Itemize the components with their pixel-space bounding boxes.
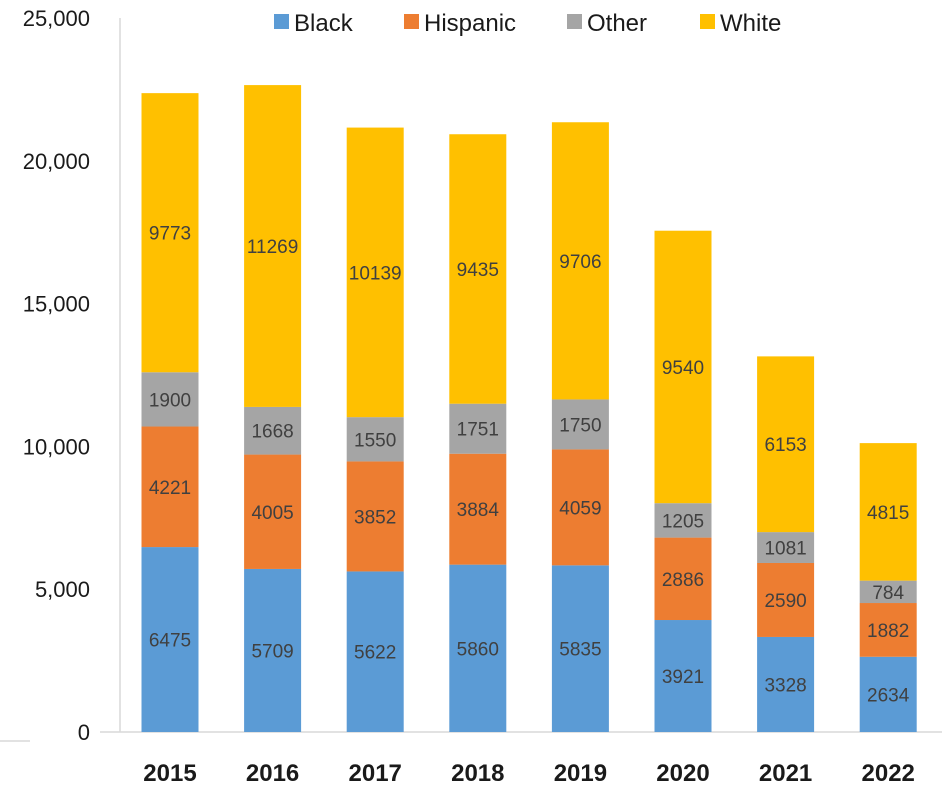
data-label-other-2019: 1750 [559,415,601,436]
y-tick-label: 15,000 [23,292,90,317]
bar-black-2022 [859,656,917,732]
x-tick-label: 2017 [349,760,402,787]
bar-white-2022 [859,443,917,581]
data-label-other-2022: 784 [872,583,904,604]
data-label-white-2021: 6153 [764,435,806,456]
data-label-other-2015: 1900 [149,390,191,411]
x-tick-label: 2022 [862,760,915,787]
data-label-other-2016: 1668 [251,422,293,443]
legend-swatch-white [700,14,715,29]
data-label-black-2022: 2634 [867,685,910,706]
data-label-other-2021: 1081 [764,539,806,560]
data-label-hispanic-2020: 2886 [662,570,704,591]
x-tick-label: 2021 [759,760,812,787]
bar-black-2019 [551,565,609,732]
data-label-hispanic-2021: 2590 [764,591,806,612]
bar-hispanic-2021 [757,562,815,637]
data-label-black-2019: 5835 [559,640,601,661]
bar-black-2016 [244,568,302,732]
legend: Black Hispanic Other White [274,10,781,37]
y-axis: 0 5,000 10,000 15,000 20,000 25,000 [23,6,121,745]
legend-swatch-other [567,14,582,29]
x-tick-label: 2020 [656,760,709,787]
bar-black-2017 [346,571,404,732]
data-label-white-2015: 9773 [149,224,191,245]
y-tick-label: 10,000 [23,434,90,459]
y-tick-label: 20,000 [23,149,90,174]
data-label-black-2015: 6475 [149,631,191,652]
data-label-black-2018: 5860 [457,639,499,660]
data-labels: 6475 4221 1900 9773 5709 4005 1668 11269 5622 385… [149,224,910,707]
bar-hispanic-2016 [244,454,302,569]
bar-black-2021 [757,636,815,732]
data-label-hispanic-2019: 4059 [559,498,601,519]
data-label-hispanic-2016: 4005 [251,503,293,524]
bar-other-2022 [859,580,917,604]
bar-hispanic-2020 [654,537,712,621]
x-axis: 2015 2016 2017 2018 2019 2020 2021 2022 [0,731,942,787]
bar-other-2020 [654,503,712,538]
bar-white-2015 [141,93,199,373]
data-label-black-2017: 5622 [354,643,396,664]
bar-other-2017 [346,417,404,462]
data-label-hispanic-2022: 1882 [867,621,909,642]
data-label-white-2019: 9706 [559,252,601,273]
bars [141,85,917,732]
bar-black-2020 [654,620,712,732]
y-tick-label: 5,000 [35,577,90,602]
data-label-hispanic-2015: 4221 [149,478,191,499]
data-label-white-2016: 11269 [247,237,298,258]
data-label-black-2016: 5709 [251,641,293,662]
data-label-other-2017: 1550 [354,430,396,451]
data-label-black-2020: 3921 [662,667,704,688]
bar-white-2021 [757,356,815,533]
bar-hispanic-2017 [346,461,404,572]
bar-hispanic-2019 [551,449,609,566]
data-label-white-2022: 4815 [867,503,909,524]
bar-black-2018 [449,564,507,732]
legend-label-black: Black [294,10,354,37]
legend-swatch-black [274,14,289,29]
data-label-hispanic-2017: 3852 [354,507,396,528]
legend-swatch-hispanic [404,14,419,29]
bar-white-2017 [346,127,404,418]
bar-white-2020 [654,230,712,504]
data-label-hispanic-2018: 3884 [457,500,500,521]
bar-white-2018 [449,134,507,404]
y-tick-label: 25,000 [23,6,90,31]
bar-other-2016 [244,406,302,455]
x-tick-label: 2016 [246,760,299,787]
x-tick-label: 2015 [143,760,196,787]
legend-label-white: White [720,10,781,37]
bar-black-2015 [141,547,199,732]
bar-other-2021 [757,532,815,563]
x-tick-label: 2019 [554,760,607,787]
data-label-black-2021: 3328 [764,675,806,696]
bar-white-2016 [244,85,302,407]
bar-white-2019 [551,122,609,400]
data-label-other-2018: 1751 [457,420,499,441]
bar-hispanic-2015 [141,426,199,548]
bar-other-2019 [551,399,609,450]
data-label-white-2018: 9435 [457,260,499,281]
legend-label-hispanic: Hispanic [424,10,516,37]
data-label-white-2020: 9540 [662,358,704,379]
bar-other-2018 [449,403,507,454]
bar-hispanic-2018 [449,453,507,565]
data-label-white-2017: 10139 [349,263,402,284]
legend-label-other: Other [587,10,647,37]
data-label-other-2020: 1205 [662,511,704,532]
bar-hispanic-2022 [859,603,917,657]
y-tick-label: 0 [78,720,90,745]
bar-other-2015 [141,372,199,427]
x-tick-label: 2018 [451,760,504,787]
